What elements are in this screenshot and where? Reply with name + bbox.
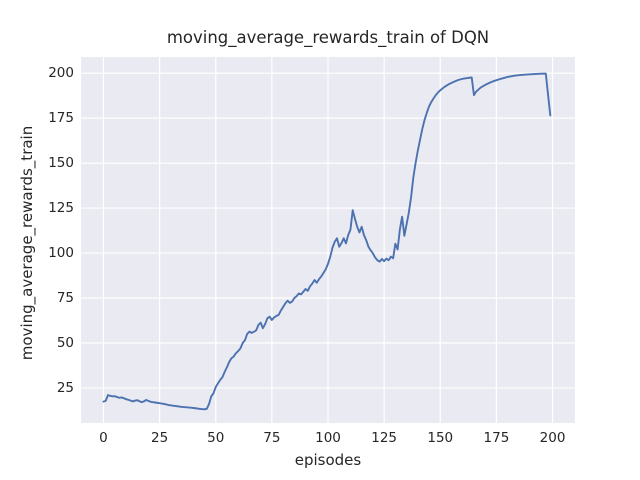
y-tick-label: 200 [48,65,74,82]
x-tick-label: 175 [483,430,510,446]
line-chart-svg [81,57,575,423]
reward-line-series [102,72,552,411]
x-tick-label: 50 [207,430,225,446]
y-tick-label: 25 [56,379,74,396]
x-tick-label: 0 [99,430,108,446]
y-tick-label: 75 [56,290,74,306]
x-tick-label: 25 [150,430,169,446]
chart-title: moving_average_rewards_train of DQN [166,28,490,47]
x-tick-label: 200 [539,430,566,446]
x-tick-label: 125 [371,430,398,446]
plot-area [81,57,575,423]
y-tick-label: 125 [48,200,74,217]
y-tick-label: 175 [48,110,74,127]
x-tick-label: 150 [427,430,454,446]
y-axis-label: moving_average_rewards_train [18,125,36,361]
x-axis-label: episodes [294,451,362,469]
x-tick-label: 100 [315,430,341,446]
y-tick-label: 150 [48,155,74,172]
y-tick-label: 100 [48,245,74,262]
x-tick-label: 75 [263,430,281,446]
y-tick-label: 50 [56,334,74,351]
